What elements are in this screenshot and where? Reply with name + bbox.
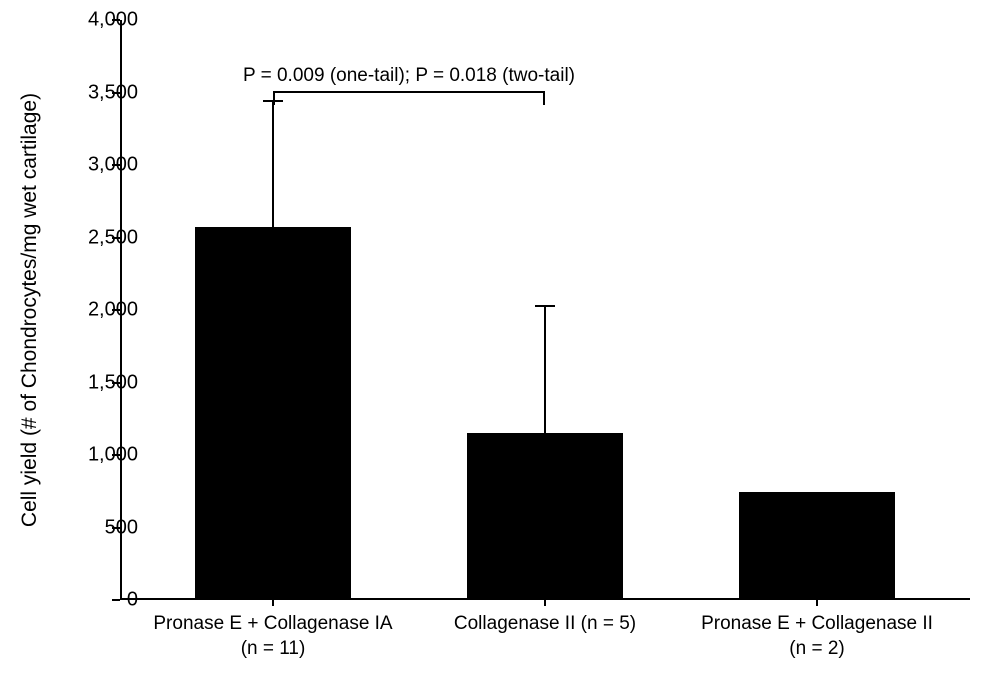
significance-bracket — [273, 91, 545, 93]
bar — [195, 227, 351, 598]
x-tick-label: Pronase E + Collagenase II(n = 2) — [701, 612, 933, 661]
y-tick-label: 4,000 — [88, 9, 138, 32]
bar — [739, 492, 895, 598]
y-tick-label: 2,000 — [88, 299, 138, 322]
y-tick-label: 1,500 — [88, 371, 138, 394]
x-tick-label-line2: (n = 11) — [153, 637, 392, 662]
y-tick-label: 3,500 — [88, 81, 138, 104]
x-tick — [272, 598, 274, 606]
error-bar-stem — [272, 101, 274, 229]
y-tick-label: 3,000 — [88, 154, 138, 177]
significance-label: P = 0.009 (one-tail); P = 0.018 (two-tai… — [243, 65, 575, 87]
x-tick — [816, 598, 818, 606]
x-tick-label: Collagenase II (n = 5) — [454, 612, 636, 637]
x-tick-label: Pronase E + Collagenase IA(n = 11) — [153, 612, 392, 661]
y-axis-title: Cell yield (# of Chondrocytes/mg wet car… — [18, 93, 42, 527]
x-tick-label-line1: Pronase E + Collagenase IA — [153, 612, 392, 637]
y-axis-title-container: Cell yield (# of Chondrocytes/mg wet car… — [10, 0, 50, 620]
x-tick-label-line1: Collagenase II (n = 5) — [454, 612, 636, 637]
y-tick-label: 500 — [105, 516, 138, 539]
x-tick-label-line1: Pronase E + Collagenase II — [701, 612, 933, 637]
x-tick — [544, 598, 546, 606]
error-bar-stem — [544, 306, 546, 435]
x-tick-label-line2: (n = 2) — [701, 637, 933, 662]
bar-chart-figure: Cell yield (# of Chondrocytes/mg wet car… — [0, 0, 1000, 684]
error-bar-cap — [535, 305, 555, 307]
y-tick — [112, 599, 120, 601]
y-tick-label: 1,000 — [88, 444, 138, 467]
y-tick-label: 2,500 — [88, 226, 138, 249]
y-tick-label: 0 — [127, 589, 138, 612]
plot-area — [120, 20, 970, 600]
bar — [467, 433, 623, 598]
